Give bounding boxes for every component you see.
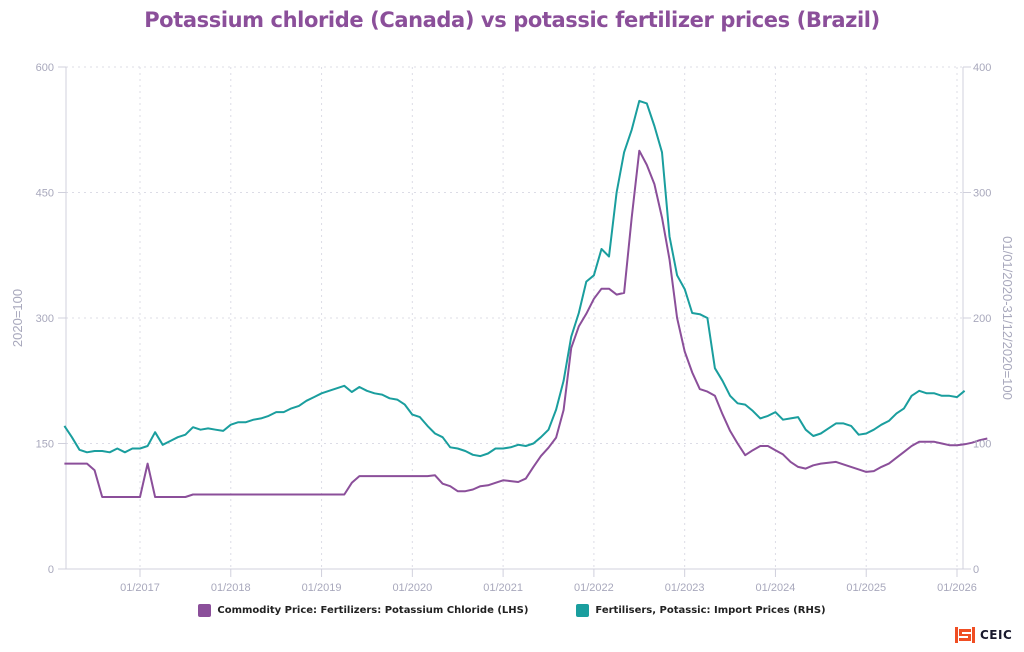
ceic-logo-icon: [955, 627, 975, 643]
xtick-label: 01/2026: [937, 582, 977, 594]
xtick-label: 01/2021: [483, 582, 523, 594]
ceic-logo: CEIC: [955, 627, 1012, 643]
ytick-left-label: 450: [36, 188, 54, 200]
series-line-import-prices: [63, 99, 966, 458]
legend: Commodity Price: Fertilizers: Potassium …: [0, 604, 1024, 617]
ytick-right-label: 400: [973, 62, 991, 74]
xtick-label: 01/2024: [756, 582, 796, 594]
ytick-right-label: 300: [973, 188, 991, 200]
ytick-left-label: 150: [36, 439, 54, 451]
xtick-label: 01/2017: [120, 582, 160, 594]
xtick-label: 01/2025: [846, 582, 886, 594]
ytick-left-label: 300: [36, 313, 54, 325]
y-axis-right-title: 01/01/2020-31/12/2020=100: [1000, 236, 1015, 400]
series-line-potassium-chloride: [64, 149, 988, 498]
ytick-left-label: 0: [48, 564, 54, 576]
series-lines: [63, 99, 988, 498]
legend-item-potassium-chloride[interactable]: Commodity Price: Fertilizers: Potassium …: [198, 604, 528, 617]
ytick-right-label: 0: [973, 564, 979, 576]
legend-label-rhs: Fertilisers, Potassic: Import Prices (RH…: [595, 605, 826, 616]
legend-swatch-lhs: [198, 604, 212, 617]
legend-swatch-rhs: [576, 604, 590, 617]
xtick-label: 01/2018: [211, 582, 251, 594]
xtick-label: 01/2019: [302, 582, 342, 594]
xtick-label: 01/2023: [665, 582, 705, 594]
xtick-label: 01/2022: [574, 582, 614, 594]
ytick-right-label: 100: [973, 439, 991, 451]
legend-item-import-prices[interactable]: Fertilisers, Potassic: Import Prices (RH…: [576, 604, 826, 617]
tick-labels: 0 150 300 450 600 0 100 200 300 400 01/2017 01/2018…: [10, 62, 1015, 594]
ytick-right-label: 200: [973, 313, 991, 325]
ceic-logo-text: CEIC: [980, 628, 1013, 642]
chart-title: Potassium chloride (Canada) vs potassic …: [144, 8, 880, 32]
axes: [58, 66, 971, 577]
legend-label-lhs: Commodity Price: Fertilizers: Potassium …: [217, 605, 529, 616]
xtick-label: 01/2020: [392, 582, 432, 594]
ytick-left-label: 600: [36, 62, 54, 74]
y-axis-left-title: 2020=100: [10, 289, 25, 347]
